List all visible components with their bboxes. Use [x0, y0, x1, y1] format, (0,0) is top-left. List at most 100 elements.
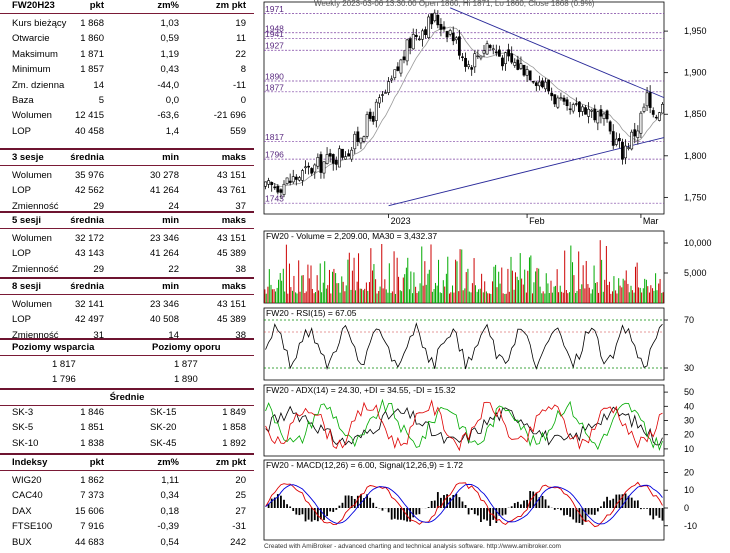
candle-body	[556, 97, 560, 108]
quote-table-row-col1: 12 415	[74, 110, 104, 122]
adx-ytick-label: 20	[684, 430, 694, 440]
quote-table-row: Zm. dzienna 14 -44,0 -11	[0, 78, 254, 93]
macd-line	[265, 481, 663, 528]
sessions5-table-row-col3: 38	[235, 263, 246, 275]
sessions5-table-row-col2: 41 264	[149, 248, 179, 260]
candle-body	[427, 16, 431, 38]
sessions8-table-row-col2: 14	[168, 329, 179, 341]
sessions3-table-row-label: Wolumen	[12, 170, 52, 181]
quote-table-row-col1: 1 860	[80, 33, 104, 45]
sessions8-table-row: LOP 42 497 40 508 45 389	[0, 312, 254, 327]
quote-table-row-label: LOP	[12, 125, 32, 137]
avg-value: 1 851	[80, 422, 104, 434]
avg-value: 1 846	[80, 407, 104, 418]
candle-body	[402, 56, 406, 61]
indices-table-row-col2: 0,18	[160, 505, 180, 517]
candle-body	[356, 131, 360, 142]
candle-body	[553, 94, 557, 105]
price-ytick-label: 1,900	[684, 68, 707, 78]
candle-body	[611, 131, 615, 146]
candle-body	[639, 112, 643, 134]
averages-title: Średnie	[109, 392, 145, 403]
indices-table-row-col1: 15 606	[74, 505, 104, 517]
candle-body	[285, 177, 289, 184]
candle-body	[534, 82, 538, 86]
candle-body	[457, 36, 461, 56]
quote-table-row-col3: 559	[230, 125, 246, 137]
quote-table-row-col1: 40 458	[74, 125, 104, 137]
sessions3-table-row-col3: 37	[235, 200, 246, 212]
resistance-label: Poziomy oporu	[152, 342, 221, 353]
quote-table-row-col1: 14	[93, 79, 104, 91]
sessions5-table-header-col2: min	[162, 215, 179, 226]
sessions5-table-row: Wolumen 32 172 23 346 43 151	[0, 231, 254, 246]
indices-table-row-label: WIG20	[12, 475, 42, 486]
quote-table-row: Otwarcie 1 860 0,59 11	[0, 31, 254, 46]
candle-body	[568, 108, 572, 110]
sessions3-table-row-label: Zmienność	[12, 200, 59, 212]
indices-table-header-label: Indeksy	[12, 457, 48, 468]
price-ytick-label: 1,750	[684, 192, 707, 202]
quote-table-row: Wolumen 12 415 -63,6 -21 696	[0, 108, 254, 123]
sessions3-table-row: Wolumen 35 976 30 278 43 151	[0, 168, 254, 183]
sessions3-table-row-col1: 35 976	[74, 170, 104, 181]
averages-row: SK-10 1 838 SK-45 1 892	[0, 436, 254, 451]
quote-table-header-col1: pkt	[89, 0, 104, 11]
sessions5-table-row-col1: 43 143	[74, 248, 104, 260]
sessions5-table-row-label: Zmienność	[12, 263, 59, 275]
adx-chart-title: FW20 - ADX(14) = 24.30, +DI = 34.55, -DI…	[266, 385, 456, 395]
section-divider	[0, 388, 254, 390]
quote-table-row-col2: 0,43	[160, 64, 180, 76]
candle-body	[387, 81, 391, 93]
avg-value: 1 858	[222, 422, 246, 434]
indices-table-row-col3: -31	[232, 521, 246, 533]
levels-row: 1 796 1 890	[0, 372, 254, 387]
quote-table-row-label: Zm. dzienna	[12, 79, 65, 91]
avg-name: SK-15	[150, 407, 177, 418]
levels-header: Poziomy wsparcia Poziomy oporu	[0, 340, 254, 356]
avg-name: SK-45	[150, 437, 177, 449]
sessions8-table-row-label: Wolumen	[12, 299, 52, 310]
sessions5-table-row-col2: 22	[168, 263, 179, 275]
sessions5-table-header-col1: średnia	[70, 215, 104, 226]
candle-body	[310, 168, 314, 174]
sessions5-table-row-col3: 43 151	[216, 233, 246, 244]
candle-body	[633, 129, 637, 137]
price-level-label: 1927	[265, 41, 284, 51]
candle-body	[577, 101, 581, 113]
candle-body	[657, 112, 661, 121]
candle-body	[279, 189, 283, 193]
quote-table-header-col3: zm pkt	[215, 0, 246, 11]
indices-table-row-label: DAX	[12, 505, 32, 517]
candle-body	[587, 108, 591, 117]
quote-table-row-col1: 1 868	[80, 18, 104, 29]
sessions8-table-header-col2: min	[162, 281, 179, 292]
candle-body	[648, 92, 652, 108]
sessions5-table-header-col3: maks	[221, 215, 246, 226]
candle-body	[501, 57, 504, 67]
candle-body	[424, 29, 427, 36]
quote-table-row-col3: -11	[232, 79, 246, 91]
quote-table-header: FW20H23 pkt zm% zm pkt	[0, 0, 254, 14]
candle-body	[436, 14, 440, 26]
quote-table-row-col2: 1,4	[165, 125, 179, 137]
candle-body	[531, 81, 535, 83]
candle-body	[276, 186, 280, 193]
chart-panel: Weekly 2023-03-06 13:30:00 Open 1860, Hi…	[254, 0, 730, 550]
quote-table-header-label: FW20H23	[12, 0, 55, 11]
price-level-label: 1877	[265, 82, 284, 92]
indices-table-row-col2: 0,34	[160, 490, 180, 502]
candle-body	[485, 43, 489, 55]
candle-body	[581, 106, 584, 112]
trendline-down	[449, 7, 665, 99]
sessions5-table-header-label: 5 sesji	[12, 215, 42, 226]
quote-table-row-col3: 8	[240, 64, 246, 76]
candle-body	[288, 180, 292, 183]
sessions3-table-row: LOP 42 562 41 264 43 761	[0, 183, 254, 198]
sessions8-table-header-label: 8 sesji	[12, 281, 42, 292]
macd-chart-title: FW20 - MACD(12,26) = 6.00, Signal(12,26,…	[266, 460, 463, 470]
quote-table-row: Minimum 1 857 0,43 8	[0, 62, 254, 77]
candle-body	[325, 154, 329, 164]
avg-name: SK-5	[12, 422, 34, 434]
candle-body	[617, 138, 621, 142]
